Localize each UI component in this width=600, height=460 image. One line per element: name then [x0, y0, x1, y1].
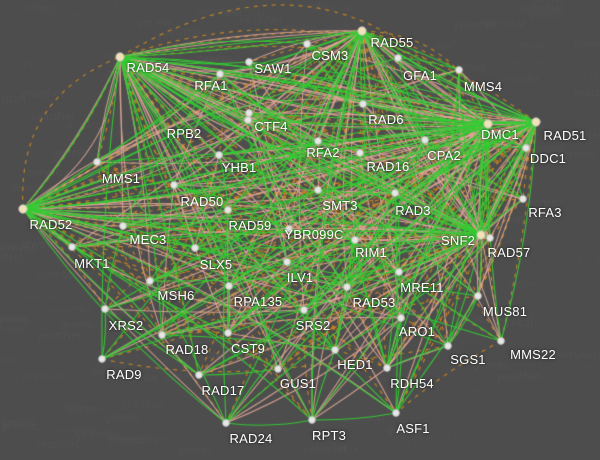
network-canvas[interactable]	[0, 0, 600, 460]
network-graph-view[interactable]: RAD54 RFA1 SAW1 CSM3 RAD55 GFA1 MMS4 RPB2 CTF4 RA…	[0, 0, 600, 460]
